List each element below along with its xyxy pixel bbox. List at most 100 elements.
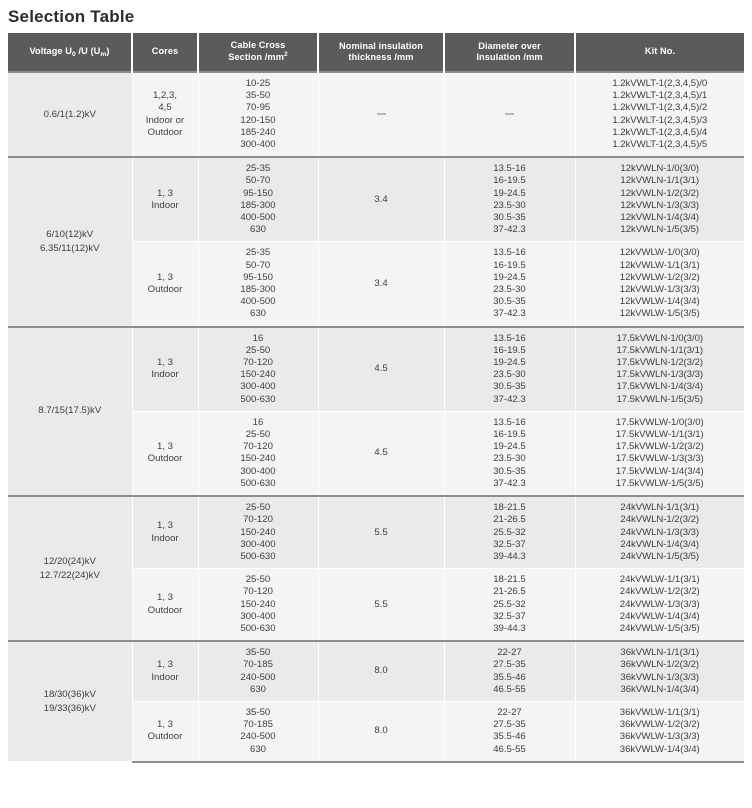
cell-insulation-thickness-line: 3.4 — [374, 277, 388, 289]
table-row: 1, 3 Outdoor 25-35 50-70 95-150 185-300 400-50… — [8, 241, 744, 328]
cell-diameter: 13.5-16 16-19.5 19-24.5 23.5-30 30.5-35 37-42… — [444, 411, 576, 497]
cell-kit-no-line: 1.2kVWLT-1(2,3,4,5)/0 — [612, 78, 708, 89]
table-row: 1, 3 Outdoor 25-50 70-120 150-240 300-400 500-… — [8, 568, 744, 642]
cell-insulation-thickness: 5.5 — [318, 495, 445, 570]
cell-voltage-lines: 8.7/15(17.5)kV — [11, 404, 129, 418]
cell-kit-no-line: 24kVWLN-1/5(3/5) — [620, 550, 700, 562]
cell-kit-no: 36kVWLW-1/1(3/1) 36kVWLW-1/2(3/2) 36kVWLW-… — [575, 701, 744, 763]
cell-cross-section-line: 35-50 — [245, 90, 271, 102]
cell-kit-no-line: 12kVWLN-1/1(3/1) — [620, 175, 700, 187]
column-header-cores: Cores — [132, 33, 199, 72]
cell-insulation-thickness: 8.0 — [318, 640, 445, 702]
cell-cores: 1,2,3, 4,5 Indoor or Outdoor — [132, 70, 199, 158]
cell-diameter-line: 37-42.3 — [493, 477, 526, 489]
cell-cross-section-line: 630 — [249, 308, 266, 320]
cell-cross-section-line: 25-35 — [245, 247, 271, 259]
cell-voltage-lines: 12/20(24)kV 12.7/22(24)kV — [11, 555, 129, 583]
cell-cross-section-line: 300-400 — [240, 139, 276, 151]
cell-cross-section-line: 50-70 — [245, 175, 271, 187]
cell-diameter-line: 30.5-35 — [493, 296, 526, 308]
cell-kit-no-line: 12kVWLW-1/4(3/4) — [619, 296, 700, 308]
cell-voltage-line: 12.7/22(24)kV — [39, 569, 100, 581]
cell-insulation-thickness: 3.4 — [318, 241, 445, 328]
cell-cross-section: 25-50 70-120 150-240 300-400 500-630 — [198, 568, 319, 642]
cell-cores-line: Indoor — [151, 199, 179, 211]
cell-cross-section-line: 150-240 — [240, 526, 276, 538]
cell-cross-section-line: 120-150 — [240, 114, 276, 126]
cell-cross-section-line: 630 — [249, 683, 266, 695]
cell-cores-line: 1,2,3, — [152, 90, 177, 102]
cell-cross-section-line: 400-500 — [240, 296, 276, 308]
cell-insulation-thickness: 4.5 — [318, 325, 445, 412]
cell-kit-no-line: 12kVWLW-1/3(3/3) — [619, 284, 700, 296]
cell-kit-no-line: 17.5kVWLN-1/1(3/1) — [616, 344, 704, 356]
cell-kit-no-line: 24kVWLN-1/2(3/2) — [620, 514, 700, 526]
cell-cores: 1, 3 Outdoor — [132, 701, 199, 763]
cell-cross-section-line: 16 — [252, 416, 264, 428]
table-row: 18/30(36)kV 19/33(36)kV 1, 3 Indoor 35-50 70-… — [8, 640, 744, 763]
cell-diameter-line: 22-27 — [497, 706, 522, 718]
cell-insulation-thickness-lines: 8.0 — [322, 665, 441, 677]
cell-cross-section-line: 95-150 — [243, 187, 273, 199]
cell-voltage-line: 6.35/11(12)kV — [39, 242, 100, 254]
cell-kit-no: 36kVWLN-1/1(3/1) 36kVWLN-1/2(3/2) 36kVWLN-… — [575, 640, 744, 702]
cell-diameter-line: 19-24.5 — [493, 441, 526, 453]
cell-insulation-thickness-line: 5.5 — [374, 526, 388, 538]
cell-kit-no-line: 12kVWLN-1/3(3/3) — [620, 199, 700, 211]
cell-cross-section-line: 70-120 — [243, 586, 273, 598]
cell-cross-section: 25-35 50-70 95-150 185-300 400-500 630 — [198, 241, 319, 328]
cell-insulation-thickness-line: 4.5 — [374, 447, 388, 459]
cell-cores-line: 1, 3 — [156, 592, 173, 604]
cell-cross-section: 35-50 70-185 240-500 630 — [198, 701, 319, 763]
cell-insulation-thickness — [318, 70, 445, 158]
cell-kit-no-line: 12kVWLW-1/1(3/1) — [619, 259, 700, 271]
cell-cores-line: 1, 3 — [156, 357, 173, 369]
cell-kit-no: 12kVWLW-1/0(3/0) 12kVWLW-1/1(3/1) 12kVWLW-… — [575, 241, 744, 328]
header-voltage-sub-0: 0 — [72, 50, 76, 58]
cell-cross-section-line: 300-400 — [240, 538, 276, 550]
cell-cross-section: 16 25-50 70-120 150-240 300-400 500-630 — [198, 325, 319, 412]
cell-diameter-line: 23.5-30 — [493, 284, 526, 296]
header-diameter-line2: Insulation /mm — [476, 52, 543, 62]
cell-voltage-line: 8.7/15(17.5)kV — [38, 405, 102, 417]
cell-cores-lines: 1, 3 Indoor — [136, 520, 195, 544]
cell-cores-line: 1, 3 — [156, 271, 173, 283]
cell-diameter: 18-21.5 21-26.5 25.5-32 32.5-37 39-44.3 — [444, 495, 576, 570]
cell-cores-line: 4,5 — [158, 102, 172, 114]
cell-diameter: 13.5-16 16-19.5 19-24.5 23.5-30 30.5-35 37-42… — [444, 325, 576, 412]
cell-cross-section-line: 70-120 — [243, 357, 273, 369]
cell-cores: 1, 3 Indoor — [132, 156, 199, 243]
cell-insulation-thickness-line: 8.0 — [374, 725, 388, 737]
cell-cross-section-line: 70-185 — [243, 659, 273, 671]
cell-insulation-thickness-lines: 3.4 — [322, 194, 441, 206]
cell-insulation-thickness: 8.0 — [318, 701, 445, 763]
cell-diameter-line: 39-44.3 — [493, 622, 526, 634]
cell-cross-section-line: 70-120 — [243, 441, 273, 453]
cell-cores-line: Indoor — [151, 369, 179, 381]
cell-diameter-line: 23.5-30 — [493, 453, 526, 465]
cell-cores-lines: 1, 3 Outdoor — [136, 441, 195, 465]
cell-cross-section-lines: 16 25-50 70-120 150-240 300-400 500-630 — [202, 417, 315, 490]
cell-diameter-lines: 13.5-16 16-19.5 19-24.5 23.5-30 30.5-35 37-42… — [448, 163, 572, 236]
cell-cross-section-line: 25-50 — [245, 574, 271, 586]
cell-kit-no: 1.2kVWLT-1(2,3,4,5)/0 1.2kVWLT-1(2,3,4,5)… — [575, 70, 744, 158]
cell-voltage: 18/30(36)kV 19/33(36)kV — [8, 640, 133, 763]
cell-kit-no-line: 36kVWLW-1/4(3/4) — [619, 743, 700, 755]
cell-diameter: 22-27 27.5-35 35.5-46 46.5-55 — [444, 701, 576, 763]
cell-voltage: 6/10(12)kV 6.35/11(12)kV — [8, 156, 133, 328]
cell-cores-lines: 1, 3 Indoor — [136, 659, 195, 683]
cell-cross-section-lines: 35-50 70-185 240-500 630 — [202, 707, 315, 756]
cell-diameter-line: 13.5-16 — [493, 332, 526, 344]
cell-kit-no-line: 24kVWLN-1/3(3/3) — [620, 526, 700, 538]
cell-kit-no-line: 1.2kVWLT-1(2,3,4,5)/1 — [612, 90, 708, 102]
cell-diameter-line: 21-26.5 — [493, 514, 526, 526]
cell-kit-no-line: 17.5kVWLW-1/0(3/0) — [615, 416, 704, 428]
cell-cross-section-line: 25-35 — [245, 163, 271, 175]
cell-kit-no-line: 12kVWLW-1/0(3/0) — [619, 247, 700, 259]
cell-cores-line: Indoor — [151, 671, 179, 683]
cell-kit-no-lines: 17.5kVWLW-1/0(3/0) 17.5kVWLW-1/1(3/1) 17.5… — [579, 417, 742, 490]
cell-voltage-line: 18/30(36)kV — [43, 688, 96, 700]
cell-cores: 1, 3 Indoor — [132, 325, 199, 412]
cell-diameter-line: 39-44.3 — [493, 550, 526, 562]
cell-cross-section-line: 50-70 — [245, 259, 271, 271]
